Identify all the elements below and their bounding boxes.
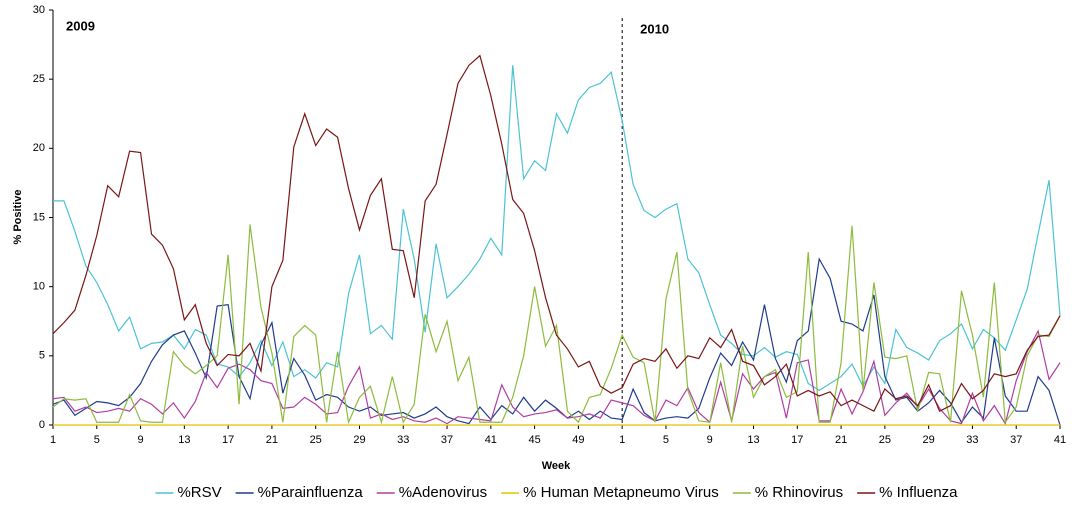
series-line (52, 54, 1061, 412)
series-line (53, 65, 1061, 392)
x-tick-label: 21 (266, 434, 278, 446)
x-tick-label: 5 (663, 434, 669, 446)
x-tick-label: 49 (572, 434, 584, 446)
x-tick-label: 5 (94, 434, 100, 446)
series-line (52, 329, 1061, 426)
legend-label: %RSV (177, 484, 221, 501)
y-tick-label: 5 (39, 350, 45, 362)
x-tick-label: 41 (485, 434, 497, 446)
series-line (52, 224, 1061, 425)
x-tick-label: 25 (310, 434, 322, 446)
legend: %RSV %Parainfluenza %Adenovirus % Human Met… (155, 484, 958, 501)
series-line (52, 257, 1061, 426)
legend-label: % Rhinovirus (755, 484, 843, 501)
x-tick-label: 13 (178, 434, 190, 446)
x-tick-label: 13 (747, 434, 759, 446)
x-tick-label: 9 (138, 434, 144, 446)
x-tick-label: 33 (397, 434, 409, 446)
y-axis-label: % Positive (12, 189, 24, 244)
x-tick-label: 29 (923, 434, 935, 446)
y-tick-label: 25 (33, 73, 45, 85)
x-tick-label: 9 (707, 434, 713, 446)
x-tick-label: 1 (619, 434, 625, 446)
legend-label: %Adenovirus (399, 484, 487, 501)
x-tick-label: 37 (1010, 434, 1022, 446)
x-tick-label: 1 (50, 434, 56, 446)
y-tick-label: 10 (33, 281, 45, 293)
y-tick-label: 20 (33, 142, 45, 154)
x-tick-label: 41 (1054, 434, 1066, 446)
x-tick-label: 29 (353, 434, 365, 446)
x-axis-label: Week (542, 460, 571, 472)
y-tick-label: 15 (33, 211, 45, 223)
y-tick-label: 30 (33, 4, 45, 16)
x-tick-label: 25 (879, 434, 891, 446)
legend-label: %Parainfluenza (258, 484, 364, 501)
annotation: 2009 (66, 18, 95, 33)
y-tick-label: 0 (39, 419, 45, 431)
x-tick-label: 37 (441, 434, 453, 446)
x-tick-label: 21 (835, 434, 847, 446)
x-tick-label: 33 (966, 434, 978, 446)
legend-label: % Influenza (879, 484, 958, 501)
x-tick-label: 17 (222, 434, 234, 446)
legend-label: % Human Metapneumo Virus (523, 484, 719, 501)
x-tick-label: 45 (528, 434, 540, 446)
x-tick-label: 17 (791, 434, 803, 446)
annotation: 2010 (640, 21, 669, 36)
